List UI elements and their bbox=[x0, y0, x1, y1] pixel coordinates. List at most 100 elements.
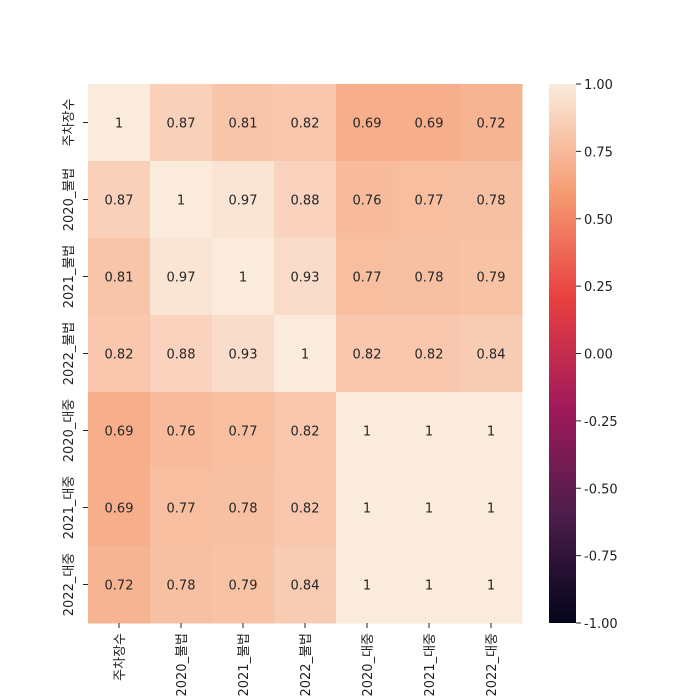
cell-value-label: 0.72 bbox=[105, 579, 134, 594]
heatmap-cell bbox=[460, 469, 523, 547]
cell-value-label: 0.84 bbox=[291, 579, 320, 594]
cell-value-label: 1 bbox=[487, 502, 495, 517]
cell-value-label: 0.87 bbox=[167, 117, 196, 132]
heatmap-cell bbox=[274, 161, 337, 239]
cell-value-label: 1 bbox=[177, 194, 185, 209]
heatmap-cell bbox=[460, 392, 523, 470]
heatmap-cell bbox=[150, 238, 213, 316]
colorbar-tick-label: -0.25 bbox=[584, 415, 618, 430]
heatmap-cell bbox=[336, 238, 399, 316]
heatmap-cell bbox=[212, 84, 275, 162]
heatmap-cell bbox=[150, 315, 213, 393]
cell-value-label: 1 bbox=[115, 117, 123, 132]
cell-value-label: 0.69 bbox=[415, 117, 444, 132]
cell-value-label: 1 bbox=[301, 348, 309, 363]
colorbar-tick-label: -0.50 bbox=[584, 482, 618, 497]
heatmap-cell bbox=[336, 392, 399, 470]
cell-value-label: 0.76 bbox=[353, 194, 382, 209]
y-axis: 주차장수 2020_불법 2021_불법 2022_불법 2020_대중 2021_대중 2… bbox=[62, 99, 88, 617]
heatmap-cell bbox=[274, 546, 337, 624]
heatmap-cell bbox=[274, 469, 337, 547]
heatmap-cell bbox=[88, 315, 151, 393]
heatmap-cells: 1 0.87 0.81 0.82 0.69 0.69 0.72 0.87 1 0.97 0.88 0.… bbox=[88, 84, 523, 624]
cell-value-label: 0.72 bbox=[477, 117, 506, 132]
colorbar-tick-label: 0.50 bbox=[584, 213, 613, 228]
cell-value-label: 0.81 bbox=[105, 271, 134, 286]
colorbar-tick-label: 0.75 bbox=[584, 145, 613, 160]
cell-value-label: 1 bbox=[425, 579, 433, 594]
heatmap-cell bbox=[150, 546, 213, 624]
x-tick-label: 2020_대중 bbox=[361, 633, 376, 697]
colorbar-tick-label: 0.25 bbox=[584, 280, 613, 295]
heatmap-cell bbox=[150, 392, 213, 470]
cell-value-label: 1 bbox=[363, 425, 371, 440]
cell-value-label: 0.88 bbox=[291, 194, 320, 209]
y-tick-label: 2021_불법 bbox=[62, 245, 77, 309]
cell-value-label: 0.78 bbox=[167, 579, 196, 594]
heatmap-cell bbox=[460, 238, 523, 316]
cell-value-label: 0.88 bbox=[167, 348, 196, 363]
heatmap-cell bbox=[212, 315, 275, 393]
y-tick-label: 2022_대중 bbox=[62, 553, 77, 617]
heatmap-cell bbox=[88, 546, 151, 624]
cell-value-label: 1 bbox=[425, 425, 433, 440]
cell-value-label: 0.78 bbox=[477, 194, 506, 209]
cell-value-label: 0.77 bbox=[415, 194, 444, 209]
cell-value-label: 0.77 bbox=[353, 271, 382, 286]
cell-value-label: 0.79 bbox=[229, 579, 258, 594]
cell-value-label: 0.76 bbox=[167, 425, 196, 440]
heatmap-cell bbox=[88, 238, 151, 316]
heatmap-cell bbox=[398, 84, 461, 162]
x-tick-label: 2021_불법 bbox=[237, 633, 252, 697]
heatmap-cell bbox=[274, 238, 337, 316]
x-tick-label: 2022_대중 bbox=[485, 633, 500, 697]
cell-value-label: 0.69 bbox=[353, 117, 382, 132]
heatmap-cell bbox=[398, 161, 461, 239]
cell-value-label: 0.78 bbox=[415, 271, 444, 286]
heatmap-cell bbox=[212, 238, 275, 316]
cell-value-label: 0.82 bbox=[291, 425, 320, 440]
heatmap-cell bbox=[336, 546, 399, 624]
colorbar-tick-label: 1.00 bbox=[584, 78, 613, 93]
heatmap-cell bbox=[150, 84, 213, 162]
cell-value-label: 0.97 bbox=[167, 271, 196, 286]
colorbar-tick-label: -1.00 bbox=[584, 617, 618, 632]
x-tick-label: 주차장수 bbox=[113, 633, 128, 681]
cell-value-label: 0.84 bbox=[477, 348, 506, 363]
cell-value-label: 0.79 bbox=[477, 271, 506, 286]
heatmap-cell bbox=[336, 469, 399, 547]
colorbar-tick-label: -0.75 bbox=[584, 550, 618, 565]
y-tick-label: 2021_대중 bbox=[62, 476, 77, 540]
heatmap-cell bbox=[460, 84, 523, 162]
cell-value-label: 1 bbox=[487, 425, 495, 440]
heatmap-cell bbox=[336, 84, 399, 162]
cell-value-label: 0.81 bbox=[229, 117, 258, 132]
heatmap-cell bbox=[398, 392, 461, 470]
cell-value-label: 0.97 bbox=[229, 194, 258, 209]
y-tick-label: 주차장수 bbox=[62, 99, 77, 147]
heatmap-cell bbox=[398, 546, 461, 624]
heatmap-cell bbox=[460, 546, 523, 624]
cell-value-label: 1 bbox=[363, 502, 371, 517]
colorbar: 1.00 0.75 0.50 0.25 0.00 -0.25 -0.50 -0.75 -1.00 bbox=[549, 78, 618, 632]
heatmap-cell bbox=[212, 469, 275, 547]
heatmap-cell bbox=[212, 161, 275, 239]
heatmap-cell bbox=[274, 315, 337, 393]
colorbar-tick-label: 0.00 bbox=[584, 348, 613, 363]
cell-value-label: 0.77 bbox=[167, 502, 196, 517]
x-tick-label: 2021_대중 bbox=[423, 633, 438, 697]
heatmap-cell bbox=[212, 546, 275, 624]
cell-value-label: 0.82 bbox=[353, 348, 382, 363]
x-tick-label: 2022_불법 bbox=[299, 633, 314, 697]
heatmap-cell bbox=[88, 84, 151, 162]
heatmap-cell bbox=[398, 469, 461, 547]
heatmap-cell bbox=[460, 315, 523, 393]
heatmap-cell bbox=[212, 392, 275, 470]
heatmap-cell bbox=[88, 392, 151, 470]
colorbar-gradient bbox=[549, 84, 576, 623]
cell-value-label: 0.82 bbox=[415, 348, 444, 363]
heatmap-cell bbox=[274, 392, 337, 470]
cell-value-label: 0.78 bbox=[229, 502, 258, 517]
heatmap-cell bbox=[460, 161, 523, 239]
